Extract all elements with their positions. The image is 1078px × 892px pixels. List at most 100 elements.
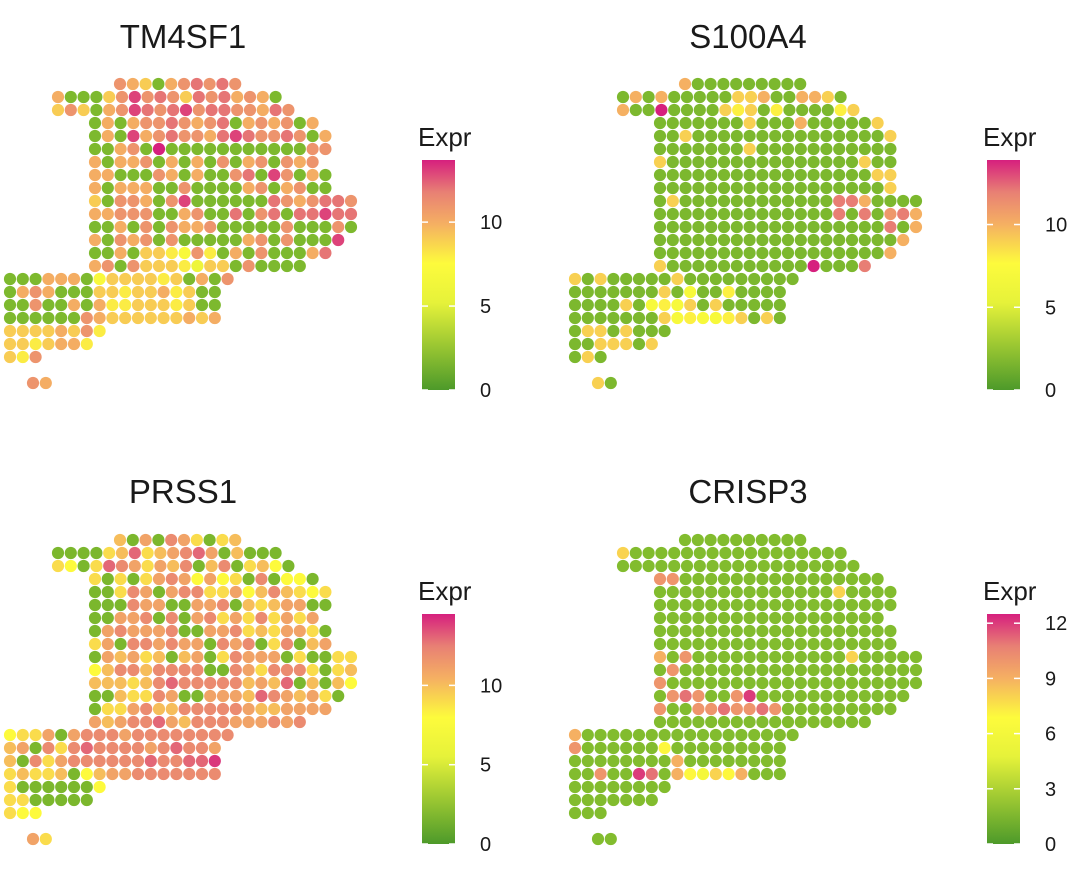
- spot: [195, 272, 209, 286]
- spot: [668, 103, 681, 117]
- spot: [268, 142, 281, 156]
- spot: [269, 559, 282, 573]
- spot: [178, 715, 191, 729]
- spot: [653, 233, 667, 247]
- spot: [607, 337, 620, 351]
- spot: [119, 285, 132, 299]
- spot: [730, 142, 743, 156]
- spot: [820, 572, 833, 586]
- spot: [671, 285, 684, 299]
- spot: [620, 285, 633, 299]
- spot: [692, 246, 705, 260]
- spot: [29, 741, 42, 755]
- spot: [157, 741, 170, 755]
- spot: [705, 129, 718, 143]
- spot: [268, 676, 281, 690]
- spot: [127, 572, 140, 586]
- spot: [760, 754, 774, 768]
- spot: [807, 676, 820, 690]
- spot: [255, 715, 268, 729]
- spot: [781, 181, 795, 195]
- spot: [756, 155, 769, 169]
- spot: [127, 116, 140, 130]
- spot: [581, 741, 594, 755]
- spot: [717, 246, 731, 260]
- spot: [719, 90, 732, 104]
- spot: [732, 90, 745, 104]
- spot: [106, 285, 119, 299]
- spot: [140, 181, 153, 195]
- spot: [845, 689, 859, 703]
- spot: [858, 715, 871, 729]
- spot: [16, 272, 29, 286]
- spot: [897, 676, 910, 690]
- spot: [755, 77, 768, 91]
- legend-tick-label: 5: [480, 296, 491, 318]
- spot: [620, 337, 633, 351]
- spot: [717, 598, 731, 612]
- spot: [871, 246, 884, 260]
- spot: [204, 663, 217, 677]
- spot: [666, 689, 679, 703]
- spot: [280, 168, 294, 182]
- spot: [140, 598, 153, 612]
- spot: [653, 702, 667, 716]
- spot: [632, 780, 646, 794]
- spot: [833, 637, 846, 651]
- spot: [191, 168, 204, 182]
- spot: [101, 207, 114, 221]
- spot: [88, 207, 102, 221]
- spot: [115, 90, 129, 104]
- spot: [642, 103, 655, 117]
- spot: [871, 624, 884, 638]
- spot: [730, 611, 743, 625]
- spot: [833, 181, 846, 195]
- legend-tick-label: 9: [1045, 668, 1056, 690]
- spot: [704, 77, 717, 91]
- spot: [51, 546, 65, 560]
- spot: [706, 546, 719, 560]
- spot: [178, 142, 191, 156]
- spot: [730, 715, 743, 729]
- spot: [255, 142, 268, 156]
- spot: [242, 220, 255, 234]
- spot: [807, 155, 820, 169]
- spot: [229, 168, 242, 182]
- spot: [243, 559, 257, 573]
- spot: [666, 663, 679, 677]
- spot: [229, 77, 242, 91]
- spot: [833, 676, 846, 690]
- spot: [255, 650, 268, 664]
- spot: [127, 611, 140, 625]
- spot: [101, 194, 114, 208]
- spot: [114, 116, 127, 130]
- spot: [192, 559, 205, 573]
- spot: [743, 689, 756, 703]
- spot: [344, 194, 358, 208]
- spot: [268, 611, 281, 625]
- spot: [152, 246, 166, 260]
- spot: [256, 559, 269, 573]
- spot: [255, 676, 268, 690]
- spot: [735, 272, 748, 286]
- spot: [653, 624, 667, 638]
- spot: [568, 350, 582, 364]
- spot: [152, 715, 166, 729]
- spot: [319, 624, 332, 638]
- spot: [319, 585, 332, 599]
- spot: [692, 233, 705, 247]
- spot: [768, 77, 781, 91]
- spot: [88, 637, 102, 651]
- colorbar: [987, 160, 1020, 390]
- spot: [756, 207, 769, 221]
- spot: [293, 624, 306, 638]
- spot: [773, 754, 786, 768]
- spot: [756, 246, 769, 260]
- spot: [93, 298, 106, 312]
- spot: [106, 728, 119, 742]
- spot: [42, 324, 55, 338]
- spot: [820, 155, 833, 169]
- spot: [786, 272, 799, 286]
- spot: [705, 611, 718, 625]
- spot: [871, 598, 884, 612]
